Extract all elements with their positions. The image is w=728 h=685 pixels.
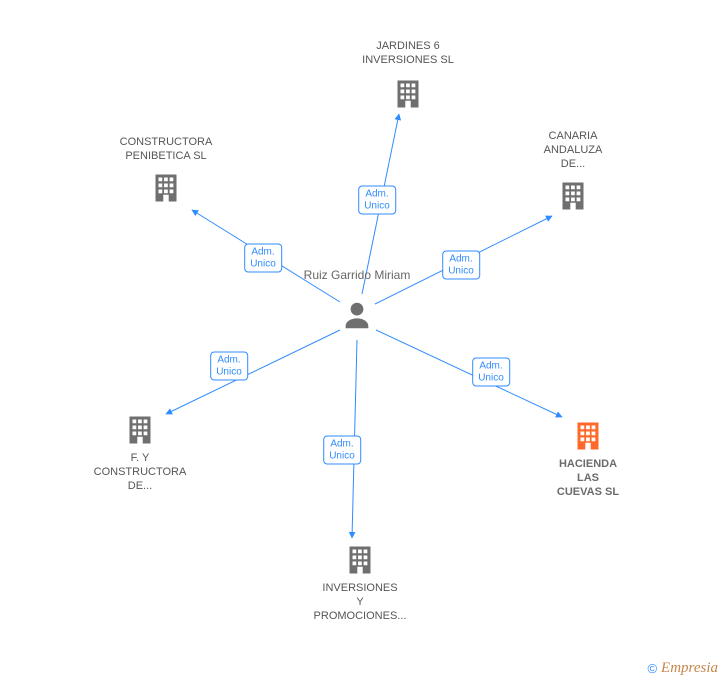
edge-label: Adm. Unico: [244, 244, 282, 273]
building-icon: [148, 170, 184, 211]
edge-label: Adm. Unico: [442, 251, 480, 280]
building-icon: [342, 542, 378, 583]
center-person-label: Ruiz Garrido Miriam: [304, 268, 411, 283]
edge-line: [166, 330, 340, 414]
edge-label: Adm. Unico: [358, 186, 396, 215]
watermark: © Empresia: [647, 660, 718, 677]
edge-label: Adm. Unico: [210, 352, 248, 381]
edge-line: [376, 330, 562, 417]
copyright-symbol: ©: [647, 661, 657, 676]
brand-name: Empresia: [661, 660, 718, 677]
building-icon: [555, 178, 591, 219]
company-node-label: CONSTRUCTORA PENIBETICA SL: [101, 136, 231, 164]
edge-label: Adm. Unico: [472, 358, 510, 387]
diagram-canvas: Ruiz Garrido Miriam JARDINES 6 INVERSION…: [0, 0, 728, 685]
company-node-label: HACIENDA LAS CUEVAS SL: [523, 458, 653, 499]
building-icon: [390, 76, 426, 117]
company-node-label: JARDINES 6 INVERSIONES SL: [343, 40, 473, 68]
building-icon: [570, 418, 606, 459]
person-icon: [340, 298, 374, 339]
company-node-label: F. Y CONSTRUCTORA DE...: [75, 452, 205, 493]
company-node-label: CANARIA ANDALUZA DE...: [508, 130, 638, 171]
building-icon: [122, 412, 158, 453]
edge-label: Adm. Unico: [323, 436, 361, 465]
company-node-label: INVERSIONES Y PROMOCIONES...: [295, 582, 425, 623]
